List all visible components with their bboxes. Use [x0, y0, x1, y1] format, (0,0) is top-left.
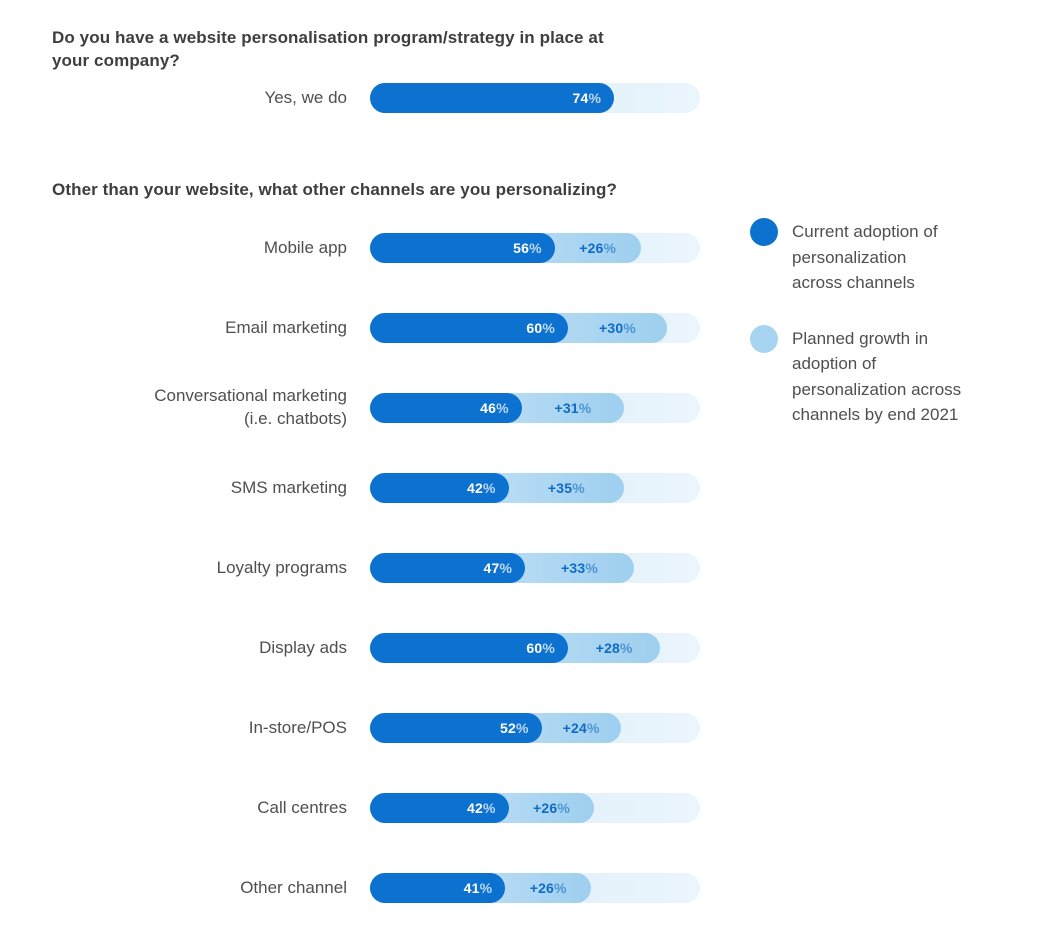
chart-row: Display ads 60% +28%	[52, 608, 700, 688]
row-label: Display ads	[259, 637, 347, 657]
percent-sign: %	[572, 480, 585, 496]
chart-row: In-store/POS 52% +24%	[52, 688, 700, 768]
bar-growth-value: +33%	[561, 560, 599, 576]
percent-sign: %	[557, 800, 570, 816]
row-label: Yes, we do	[264, 87, 347, 107]
legend-label-current: Current adoption of personalization acro…	[792, 222, 938, 292]
bar-current-segment: 60%	[370, 313, 568, 343]
bar-current-segment: 56%	[370, 233, 555, 263]
question-2-heading: Other than your website, what other chan…	[52, 180, 617, 199]
bar-track: 46% +31%	[370, 393, 700, 423]
bar-track: 60% +28%	[370, 633, 700, 663]
percent-sign: %	[578, 400, 592, 416]
percent-sign: %	[542, 320, 555, 336]
percent-sign: %	[482, 480, 496, 496]
percent-sign: %	[603, 240, 617, 256]
bar-current-value: 42%	[466, 480, 496, 496]
legend-label-growth: Planned growth in adoption of personaliz…	[792, 328, 962, 425]
bar-track: 56% +26%	[370, 233, 700, 263]
bar-growth-value: +35%	[547, 480, 585, 496]
bar-current-value: 74%	[572, 90, 602, 106]
percent-sign: %	[499, 560, 513, 576]
row-label: Other channel	[240, 877, 347, 897]
bar-growth-value: +26%	[532, 800, 570, 816]
bar-track: 52% +24%	[370, 713, 700, 743]
row-label: Call centres	[257, 797, 347, 817]
bar-current-segment: 60%	[370, 633, 568, 663]
legend-swatch-current-icon	[750, 218, 778, 246]
row-label: SMS marketing	[230, 477, 347, 497]
bar-current-value: 46%	[480, 400, 509, 416]
legend-swatch-growth-icon	[750, 324, 778, 353]
bar-track: 60% +30%	[370, 313, 700, 343]
bar-current-value: 42%	[466, 800, 496, 816]
percent-sign: %	[479, 880, 493, 896]
percent-sign: %	[623, 320, 636, 336]
percent-sign: %	[496, 400, 509, 416]
bar-current-value: 60%	[526, 640, 555, 656]
bar-current-value: 47%	[483, 560, 513, 576]
bar-current-segment: 47%	[370, 553, 526, 583]
percent-sign: %	[588, 90, 602, 106]
row-label: Mobile app	[263, 237, 347, 257]
bar-current-value: 52%	[499, 720, 529, 736]
bar-current-segment: 42%	[370, 473, 509, 503]
section-1-rows: Yes, we do 74%	[52, 58, 700, 138]
percent-sign: %	[585, 560, 599, 576]
bar-growth-value: +28%	[595, 640, 633, 656]
bar-track: 41% +26%	[370, 873, 700, 903]
question-1-heading: Do you have a website personalisation pr…	[52, 28, 604, 71]
percent-sign: %	[482, 800, 496, 816]
bar-growth-value: +26%	[529, 880, 567, 896]
bar-growth-value: +24%	[562, 720, 600, 736]
chart-row: Loyalty programs 47% +33%	[52, 528, 700, 608]
chart-row: Call centres 42% +26%	[52, 768, 700, 848]
legend-item-growth: Planned growth in adoption of personaliz…	[750, 324, 1002, 428]
bar-current-segment: 46%	[370, 393, 522, 423]
percent-sign: %	[529, 240, 542, 256]
bar-current-value: 60%	[526, 320, 555, 336]
bar-current-value: 56%	[513, 240, 542, 256]
chart-row: SMS marketing 42% +35%	[52, 448, 700, 528]
chart-row: Yes, we do 74%	[52, 58, 700, 138]
legend-item-current: Current adoption of personalization acro…	[750, 218, 1002, 296]
bar-current-segment: 42%	[370, 793, 509, 823]
percent-sign: %	[542, 640, 555, 656]
bar-growth-value: +26%	[579, 240, 617, 256]
bar-track: 74%	[370, 83, 700, 113]
section-2-rows: Mobile app 56% +26% Email marketing 60% +30% C…	[52, 208, 700, 928]
chart-row: Email marketing 60% +30%	[52, 288, 700, 368]
percent-sign: %	[587, 720, 600, 736]
percent-sign: %	[515, 720, 529, 736]
bar-growth-value: +30%	[598, 320, 636, 336]
bar-track: 42% +26%	[370, 793, 700, 823]
percent-sign: %	[620, 640, 633, 656]
row-label: Loyalty programs	[216, 557, 347, 577]
bar-current-segment: 74%	[370, 83, 615, 113]
row-label: Email marketing	[225, 317, 347, 337]
bar-track: 47% +33%	[370, 553, 700, 583]
chart-row: Mobile app 56% +26%	[52, 208, 700, 288]
bar-track: 42% +35%	[370, 473, 700, 503]
chart-row: Other channel 41% +26%	[52, 848, 700, 928]
row-label: In-store/POS	[248, 717, 347, 737]
bar-current-segment: 52%	[370, 713, 542, 743]
percent-sign: %	[554, 880, 567, 896]
chart-row: Conversational marketing (i.e. chatbots)…	[52, 368, 700, 448]
bar-current-segment: 41%	[370, 873, 506, 903]
bar-growth-value: +31%	[554, 400, 592, 416]
bar-current-value: 41%	[463, 880, 493, 896]
chart-legend: Current adoption of personalization acro…	[750, 218, 1002, 428]
row-label: Conversational marketing (i.e. chatbots)	[154, 386, 347, 428]
